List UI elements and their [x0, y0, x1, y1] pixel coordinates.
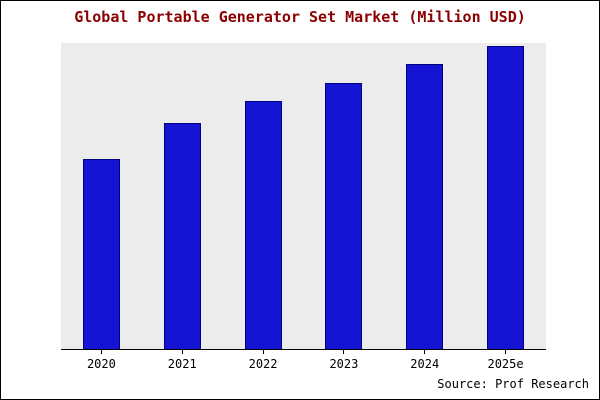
bar-2020 [82, 159, 120, 349]
x-tick-label: 2022 [248, 357, 278, 371]
x-tick-label: 2021 [167, 357, 197, 371]
tick-mark [424, 350, 426, 354]
x-tick-2024: 2024 [406, 350, 443, 371]
x-tick-label: 2023 [329, 357, 359, 371]
bar-2024 [406, 64, 444, 349]
x-tick-2020: 2020 [83, 350, 120, 371]
bar-2023 [325, 82, 363, 349]
bar-2021 [163, 122, 201, 349]
x-tick-2025e: 2025e [487, 350, 524, 371]
x-tick-label: 2024 [410, 357, 440, 371]
plot-area [61, 43, 546, 350]
tick-mark [262, 350, 264, 354]
tick-mark [100, 350, 102, 354]
x-tick-2023: 2023 [325, 350, 362, 371]
tick-mark [343, 350, 345, 354]
x-tick-2022: 2022 [245, 350, 282, 371]
x-axis-labels: 2020 2021 2022 2023 2024 2025e [61, 350, 546, 371]
tick-mark [181, 350, 183, 354]
x-tick-label: 2020 [86, 357, 116, 371]
x-tick-label: 2025e [487, 357, 524, 371]
bar-2022 [244, 101, 282, 349]
x-tick-2021: 2021 [164, 350, 201, 371]
source-credit: Source: Prof Research [437, 377, 589, 391]
tick-mark [505, 350, 507, 354]
bar-series [61, 43, 546, 349]
chart-title: Global Portable Generator Set Market (Mi… [74, 8, 526, 26]
bar-2025e [487, 46, 525, 349]
